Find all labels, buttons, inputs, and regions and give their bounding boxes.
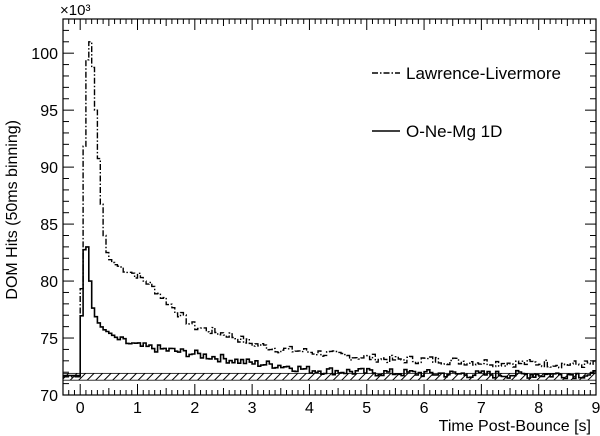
x-tick-label: 8	[534, 400, 543, 417]
y-tick-label: 95	[40, 103, 58, 120]
y-tick-label: 75	[40, 331, 58, 348]
y-tick-label: 100	[31, 46, 58, 63]
y-tick-label: 85	[40, 217, 58, 234]
baseline-band	[63, 372, 596, 381]
legend-label-o-ne-mg: O-Ne-Mg 1D	[406, 122, 502, 141]
ticks-layer: 0 1 2 3 4 5 6 7 8 9 70 75 80 85 90 95 100	[31, 18, 600, 417]
y-scale-label: ×10³	[60, 2, 90, 19]
x-axis-label: Time Post-Bounce [s]	[439, 418, 591, 435]
y-tick-label: 90	[40, 160, 58, 177]
y-tick-label: 80	[40, 274, 58, 291]
legend: Lawrence-Livermore O-Ne-Mg 1D	[372, 64, 561, 141]
y-axis-label: DOM Hits (50ms binning)	[4, 120, 21, 300]
x-tick-label: 0	[76, 400, 85, 417]
x-tick-label: 3	[248, 400, 257, 417]
series-o-ne-mg-1d	[63, 246, 596, 380]
legend-label-lawrence-livermore: Lawrence-Livermore	[406, 64, 561, 83]
x-tick-label: 6	[420, 400, 429, 417]
x-tick-label: 1	[133, 400, 142, 417]
series-layer	[63, 41, 596, 380]
y-tick-label: 70	[40, 388, 58, 405]
series-lawrence-livermore	[63, 41, 596, 378]
plot-frame	[62, 18, 597, 396]
x-tick-label: 5	[362, 400, 371, 417]
x-tick-label: 2	[190, 400, 199, 417]
x-tick-label: 9	[592, 400, 600, 417]
x-tick-label: 4	[305, 400, 314, 417]
x-tick-label: 7	[477, 400, 486, 417]
plot-area	[63, 19, 596, 395]
